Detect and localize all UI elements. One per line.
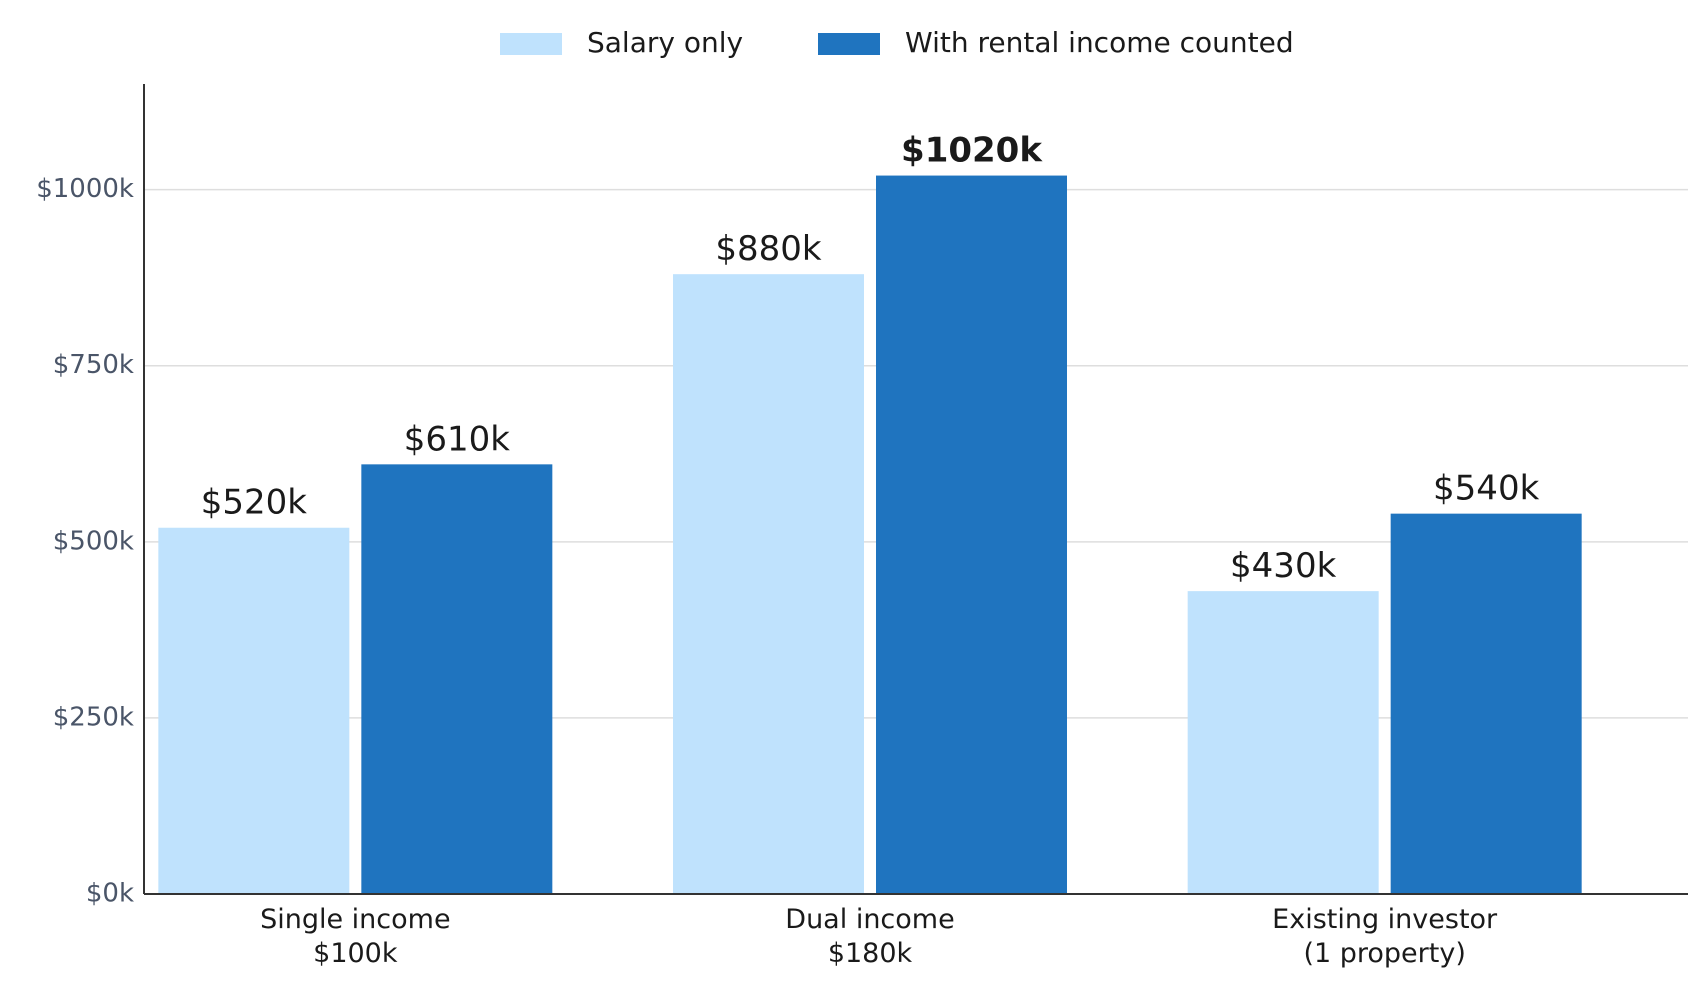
data-label: $520k (201, 483, 308, 523)
x-tick-label: $180k (828, 938, 913, 969)
data-label: $1020k (901, 131, 1043, 171)
bar (361, 464, 553, 894)
x-tick-label: Dual income (785, 904, 954, 935)
axes (143, 84, 1688, 895)
x-tick-label: Existing investor (1272, 904, 1498, 935)
data-label: $880k (715, 229, 822, 269)
x-tick-label: (1 property) (1303, 938, 1465, 969)
x-axis-ticks: Single income$100k Dual income$180k Existi… (260, 904, 1498, 969)
data-labels: $520k $880k $430k $610k $1020k $540k (201, 131, 1540, 587)
bar (1390, 513, 1582, 894)
bar (158, 527, 350, 894)
data-label: $430k (1230, 546, 1337, 586)
legend-label: With rental income counted (905, 26, 1294, 59)
y-tick-label: $0k (86, 879, 134, 909)
bar (1187, 591, 1379, 894)
legend-label: Salary only (587, 26, 743, 59)
bar-series (158, 175, 1582, 895)
x-tick-label: $100k (313, 938, 398, 969)
legend-swatch (818, 33, 880, 55)
bar (673, 274, 864, 894)
chart-legend: Salary only With rental income counted (500, 26, 1294, 59)
y-tick-label: $250k (53, 702, 134, 732)
y-tick-label: $1000k (36, 174, 134, 204)
y-tick-label: $500k (53, 526, 134, 556)
data-label: $610k (404, 419, 511, 459)
y-tick-label: $750k (53, 350, 134, 380)
legend-swatch (500, 33, 562, 55)
y-axis-ticks: $0k $250k $500k $750k $1000k (36, 174, 134, 908)
data-label: $540k (1433, 469, 1540, 509)
bar (876, 175, 1067, 895)
x-tick-label: Single income (260, 904, 450, 935)
